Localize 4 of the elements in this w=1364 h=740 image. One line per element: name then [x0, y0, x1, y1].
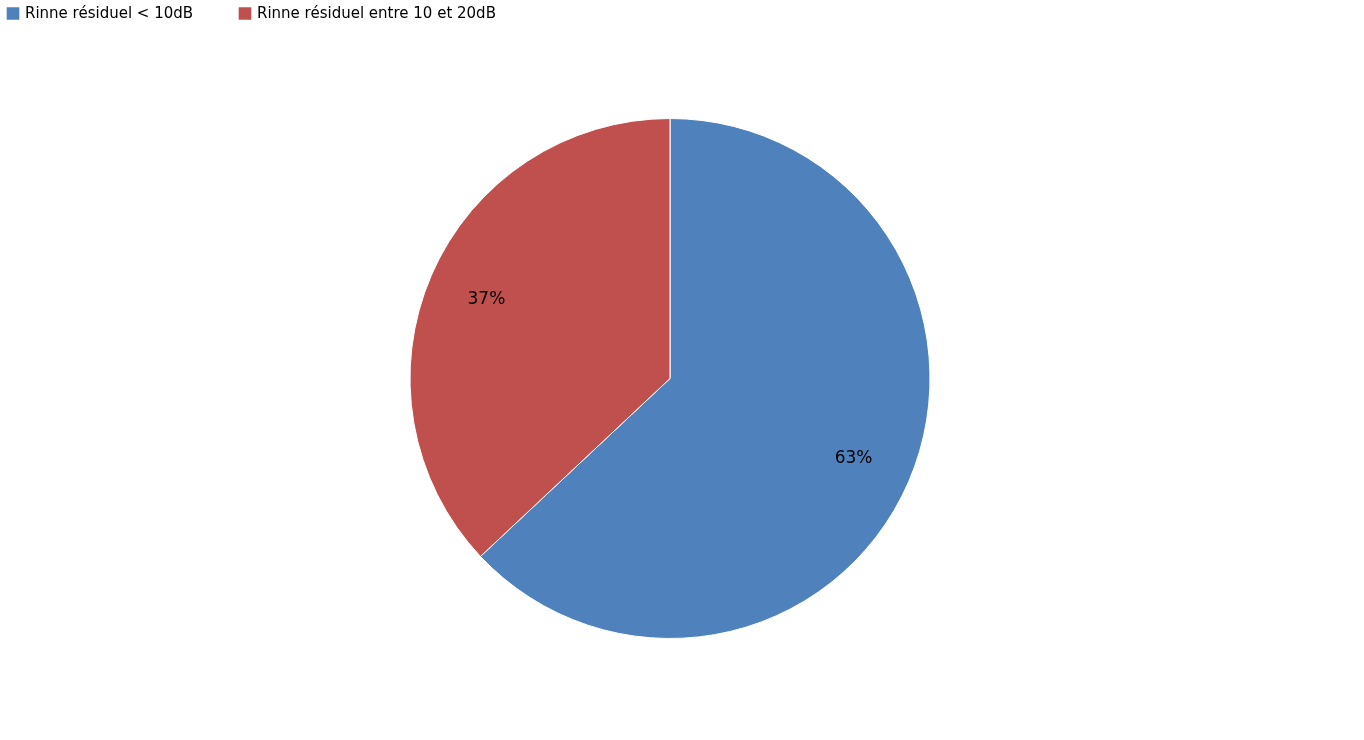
legend-label: Rinne résiduel < 10dB	[25, 4, 194, 23]
legend-label: Rinne résiduel entre 10 et 20dB	[257, 4, 496, 23]
data-label: 63%	[834, 446, 873, 467]
data-label: 37%	[467, 288, 506, 309]
